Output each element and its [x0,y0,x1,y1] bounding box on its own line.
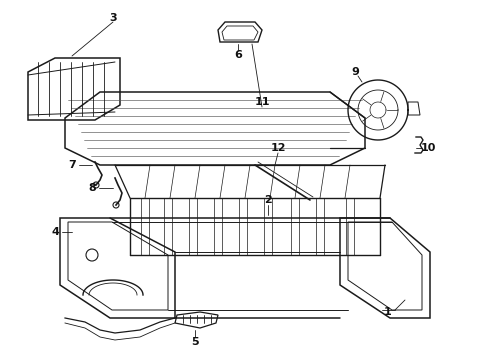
Text: 8: 8 [88,183,96,193]
Text: 11: 11 [254,97,270,107]
Text: 10: 10 [420,143,436,153]
Text: 3: 3 [109,13,117,23]
Text: 12: 12 [270,143,286,153]
Text: 1: 1 [384,307,392,317]
Text: 6: 6 [234,50,242,60]
Text: 4: 4 [51,227,59,237]
Text: 7: 7 [68,160,76,170]
Text: 9: 9 [351,67,359,77]
Text: 2: 2 [264,195,272,205]
Text: 5: 5 [191,337,199,347]
